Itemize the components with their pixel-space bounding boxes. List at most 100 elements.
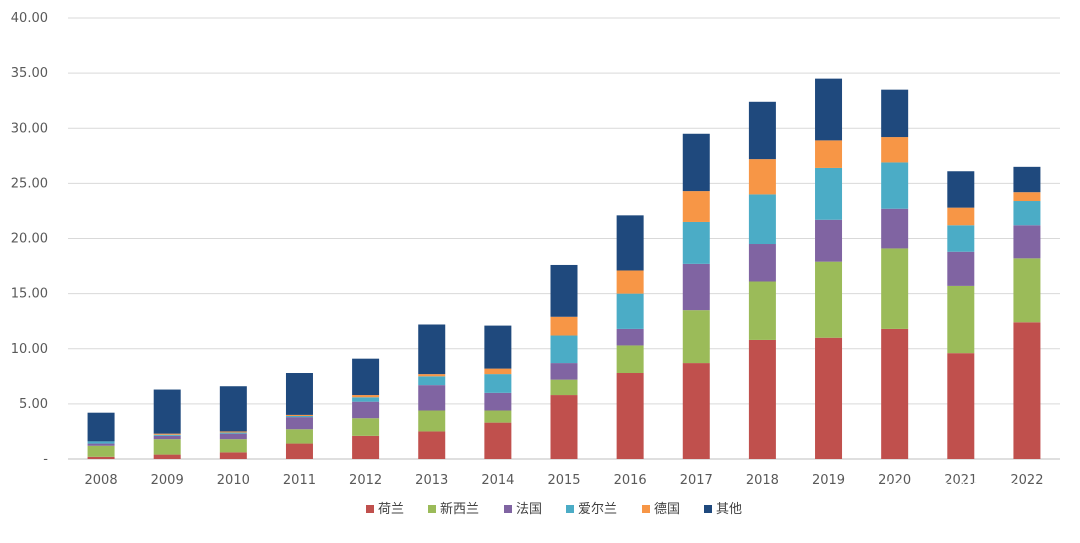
bar-segment bbox=[285, 429, 313, 444]
bar-segment bbox=[87, 443, 115, 446]
bar-segment bbox=[748, 281, 776, 340]
bar-segment bbox=[550, 379, 578, 396]
x-axis-ticks: 2008 2009 2010 2011 2012 2013 2014 2015 2016 2017… bbox=[85, 473, 1044, 488]
bar-segment bbox=[881, 208, 909, 249]
bar-segment bbox=[285, 417, 313, 430]
bar-segment bbox=[947, 207, 975, 226]
bar-segment bbox=[484, 374, 512, 393]
bar-segment bbox=[748, 194, 776, 245]
bar-segment bbox=[550, 363, 578, 380]
legend-item: 法国 bbox=[504, 502, 542, 517]
legend-swatch bbox=[366, 505, 374, 513]
bar-segment bbox=[484, 422, 512, 459]
bar-segment bbox=[219, 386, 247, 432]
bar-segment bbox=[815, 167, 843, 220]
bar-segment bbox=[484, 368, 512, 375]
legend-swatch bbox=[642, 505, 650, 513]
bar-segment bbox=[1013, 322, 1041, 459]
bar-segment bbox=[352, 435, 380, 459]
bar-segment bbox=[815, 140, 843, 168]
bar-segment bbox=[616, 345, 644, 374]
bar-segment bbox=[352, 418, 380, 436]
bar-segment bbox=[550, 335, 578, 364]
bar-segment bbox=[947, 285, 975, 354]
bar-segment bbox=[881, 137, 909, 163]
bar-segment bbox=[219, 433, 247, 440]
bar-segment bbox=[748, 339, 776, 459]
bar-segment bbox=[815, 219, 843, 262]
bar-segment bbox=[550, 264, 578, 317]
y-axis-ticks: - 5.00 10.00 15.00 20.00 25.00 30.00 35.00 40.00 bbox=[11, 11, 49, 467]
bar-segment bbox=[352, 358, 380, 396]
bar-segment bbox=[484, 410, 512, 423]
bar-segment bbox=[616, 293, 644, 329]
y-tick-label: 5.00 bbox=[19, 397, 48, 412]
legend-swatch bbox=[566, 505, 574, 513]
y-tick-label: 30.00 bbox=[11, 121, 48, 136]
x-tick-label: 2020 bbox=[878, 473, 911, 488]
legend-label: 其他 bbox=[716, 502, 742, 517]
bar-segment bbox=[682, 310, 710, 364]
bar-segment bbox=[881, 248, 909, 329]
bar-segment bbox=[153, 389, 181, 434]
x-tick-label: 2018 bbox=[746, 473, 779, 488]
bar-segment bbox=[418, 431, 446, 459]
bar-segment bbox=[153, 435, 181, 440]
bar-segment bbox=[616, 373, 644, 459]
bar-segment bbox=[87, 445, 115, 457]
bar-segment bbox=[682, 263, 710, 311]
bar-segment bbox=[1013, 258, 1041, 323]
bar-segment bbox=[1013, 225, 1041, 259]
bar-segment bbox=[682, 221, 710, 264]
bar-segment bbox=[418, 385, 446, 411]
x-tick-label: 2011 bbox=[283, 473, 316, 488]
legend-item: 德国 bbox=[642, 502, 680, 517]
bar-segment bbox=[219, 431, 247, 433]
bar-segment bbox=[285, 443, 313, 459]
bar-segment bbox=[616, 328, 644, 346]
bar-segment bbox=[616, 215, 644, 271]
bar-segment bbox=[881, 328, 909, 459]
x-tick-label: 2014 bbox=[481, 473, 514, 488]
bar-segment bbox=[418, 324, 446, 375]
bar-segment bbox=[87, 441, 115, 444]
bar-segment bbox=[881, 89, 909, 138]
legend-item: 新西兰 bbox=[428, 501, 479, 517]
bar-segment bbox=[815, 261, 843, 338]
legend-label: 爱尔兰 bbox=[578, 502, 617, 517]
bar-segment bbox=[418, 374, 446, 377]
bar-segment bbox=[285, 416, 313, 418]
y-tick-label: 40.00 bbox=[11, 11, 48, 26]
legend-item: 荷兰 bbox=[366, 502, 404, 517]
bar-segment bbox=[484, 392, 512, 411]
y-tick-label: - bbox=[43, 452, 48, 467]
bar-segment bbox=[1013, 166, 1041, 193]
x-tick-label: 2008 bbox=[85, 473, 118, 488]
watermark: 奶业经济观察 bbox=[845, 479, 1016, 506]
bar-segment bbox=[748, 244, 776, 282]
legend-label: 德国 bbox=[654, 502, 680, 517]
legend-swatch bbox=[428, 505, 436, 513]
bar-segment bbox=[748, 101, 776, 160]
legend-item: 爱尔兰 bbox=[566, 502, 617, 517]
bar-segment bbox=[682, 363, 710, 459]
bar-segment bbox=[550, 316, 578, 336]
y-tick-label: 20.00 bbox=[11, 232, 48, 247]
bar-segment bbox=[219, 432, 247, 434]
legend-label: 新西兰 bbox=[440, 501, 479, 517]
bar-segment bbox=[748, 159, 776, 195]
bar-segment bbox=[881, 162, 909, 209]
legend-swatch bbox=[704, 505, 712, 513]
x-tick-label: 2017 bbox=[680, 473, 713, 488]
legend-item: 其他 bbox=[704, 502, 742, 517]
legend: 荷兰 新西兰 法国 爱尔兰 德国 其他 bbox=[366, 501, 742, 517]
y-tick-label: 10.00 bbox=[11, 342, 48, 357]
bar-segment bbox=[418, 410, 446, 432]
bar-segment bbox=[947, 353, 975, 459]
bar-segment bbox=[550, 395, 578, 459]
bar-segment bbox=[682, 191, 710, 222]
bar-segment bbox=[352, 395, 380, 398]
y-tick-label: 35.00 bbox=[11, 66, 48, 81]
